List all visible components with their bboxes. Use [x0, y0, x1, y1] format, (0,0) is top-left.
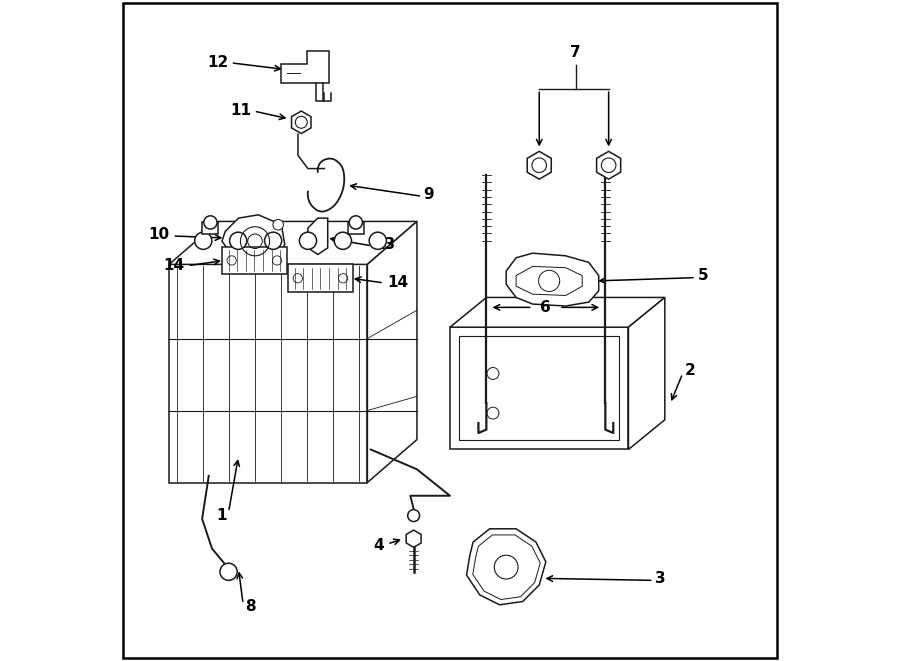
Polygon shape	[450, 327, 628, 449]
Text: 12: 12	[207, 56, 229, 70]
Bar	[288, 264, 353, 292]
Text: 8: 8	[245, 600, 256, 614]
Polygon shape	[597, 151, 621, 179]
Circle shape	[349, 215, 363, 229]
Bar	[202, 222, 219, 234]
Polygon shape	[450, 297, 665, 327]
Bar	[222, 247, 287, 274]
Circle shape	[230, 232, 247, 249]
Polygon shape	[292, 111, 311, 134]
Text: 14: 14	[163, 258, 184, 273]
Circle shape	[300, 232, 317, 249]
Polygon shape	[367, 221, 417, 483]
Circle shape	[334, 232, 352, 249]
Text: 3: 3	[655, 571, 665, 586]
Text: 11: 11	[230, 103, 252, 118]
Polygon shape	[506, 253, 598, 306]
Circle shape	[203, 215, 217, 229]
Bar	[348, 222, 364, 234]
Polygon shape	[308, 218, 328, 254]
Polygon shape	[169, 221, 417, 264]
Polygon shape	[282, 51, 329, 83]
Text: 13: 13	[374, 237, 395, 252]
Text: 4: 4	[374, 538, 384, 553]
Polygon shape	[222, 215, 284, 264]
Circle shape	[265, 232, 282, 249]
Polygon shape	[628, 297, 665, 449]
Circle shape	[273, 219, 284, 230]
Text: 14: 14	[387, 276, 409, 290]
Text: 1: 1	[217, 508, 227, 523]
Circle shape	[408, 510, 419, 522]
Text: 5: 5	[698, 268, 708, 283]
Polygon shape	[527, 151, 552, 179]
Circle shape	[220, 563, 238, 580]
Text: 6: 6	[541, 300, 551, 315]
Text: 7: 7	[571, 46, 580, 60]
Text: 9: 9	[424, 188, 434, 202]
Polygon shape	[169, 264, 367, 483]
Circle shape	[369, 232, 386, 249]
Polygon shape	[466, 529, 545, 605]
Polygon shape	[406, 530, 421, 547]
Text: 10: 10	[148, 227, 169, 242]
Circle shape	[194, 232, 212, 249]
Text: 2: 2	[685, 363, 696, 377]
